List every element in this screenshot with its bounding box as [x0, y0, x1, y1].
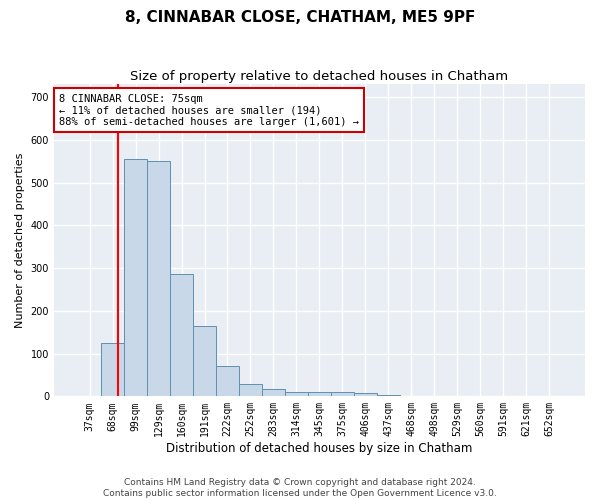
Y-axis label: Number of detached properties: Number of detached properties [15, 152, 25, 328]
Bar [170, 274, 193, 396]
Title: Size of property relative to detached houses in Chatham: Size of property relative to detached ho… [130, 70, 509, 83]
Bar [124, 159, 147, 396]
Bar [193, 326, 216, 396]
Bar [285, 392, 308, 396]
Bar [377, 395, 400, 396]
Bar [147, 161, 170, 396]
Bar [239, 384, 262, 396]
Bar [216, 366, 239, 396]
Bar [262, 389, 285, 396]
Bar [308, 392, 331, 396]
Text: 8 CINNABAR CLOSE: 75sqm
← 11% of detached houses are smaller (194)
88% of semi-d: 8 CINNABAR CLOSE: 75sqm ← 11% of detache… [59, 94, 359, 126]
Text: Contains HM Land Registry data © Crown copyright and database right 2024.
Contai: Contains HM Land Registry data © Crown c… [103, 478, 497, 498]
Bar [354, 394, 377, 396]
Bar [101, 343, 124, 396]
Bar [331, 392, 354, 396]
X-axis label: Distribution of detached houses by size in Chatham: Distribution of detached houses by size … [166, 442, 473, 455]
Text: 8, CINNABAR CLOSE, CHATHAM, ME5 9PF: 8, CINNABAR CLOSE, CHATHAM, ME5 9PF [125, 10, 475, 25]
